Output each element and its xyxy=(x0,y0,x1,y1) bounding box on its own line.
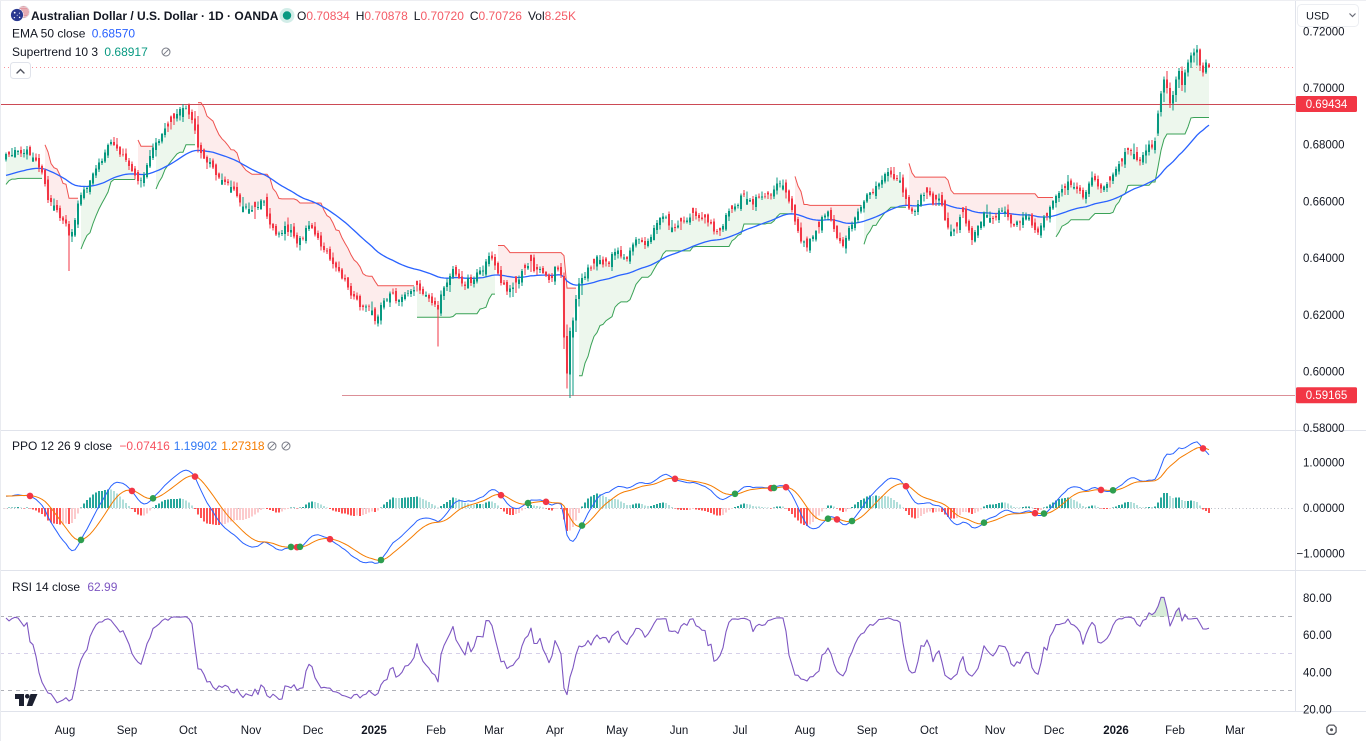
svg-text:1.00000: 1.00000 xyxy=(1303,458,1345,470)
svg-text:0.00000: 0.00000 xyxy=(1303,503,1345,515)
svg-text:EMA 50 close 0.68570: EMA 50 close 0.68570 xyxy=(12,27,135,41)
svg-text:Apr: Apr xyxy=(546,725,564,737)
svg-text:Australian Dollar / U.S. Dolla: Australian Dollar / U.S. Dollar · 1D · O… xyxy=(31,9,279,23)
svg-text:60.00: 60.00 xyxy=(1303,630,1332,642)
svg-text:20.00: 20.00 xyxy=(1303,705,1332,717)
svg-text:Aug: Aug xyxy=(795,725,815,737)
svg-text:Oct: Oct xyxy=(179,725,198,737)
svg-text:Feb: Feb xyxy=(426,725,446,737)
svg-text:Dec: Dec xyxy=(303,725,324,737)
svg-text:Supertrend 10 3 0.68917: Supertrend 10 3 0.68917 xyxy=(12,45,148,59)
svg-text:Feb: Feb xyxy=(1165,725,1185,737)
svg-text:−1.00000: −1.00000 xyxy=(1297,548,1345,560)
svg-text:May: May xyxy=(606,725,628,737)
svg-text:USD: USD xyxy=(1306,11,1329,23)
svg-text:0.62000: 0.62000 xyxy=(1303,310,1345,322)
svg-text:0.64000: 0.64000 xyxy=(1303,253,1345,265)
svg-text:0.69434: 0.69434 xyxy=(1306,99,1348,111)
svg-text:0.58000: 0.58000 xyxy=(1303,423,1345,435)
svg-text:2026: 2026 xyxy=(1103,725,1129,737)
svg-text:2025: 2025 xyxy=(361,725,387,737)
svg-text:Nov: Nov xyxy=(241,725,262,737)
svg-text:Oct: Oct xyxy=(920,725,939,737)
svg-text:Jun: Jun xyxy=(670,725,689,737)
svg-text:0.60000: 0.60000 xyxy=(1303,367,1345,379)
svg-text:Nov: Nov xyxy=(985,725,1006,737)
svg-text:RSI 14 close 62.99: RSI 14 close 62.99 xyxy=(12,580,118,594)
svg-text:0.68000: 0.68000 xyxy=(1303,140,1345,152)
svg-text:0.59165: 0.59165 xyxy=(1306,390,1348,402)
svg-text:Sep: Sep xyxy=(117,725,137,737)
svg-text:Aug: Aug xyxy=(55,725,75,737)
svg-text:40.00: 40.00 xyxy=(1303,667,1332,679)
svg-text:Jul: Jul xyxy=(733,725,748,737)
svg-text:Dec: Dec xyxy=(1044,725,1065,737)
svg-text:Sep: Sep xyxy=(857,725,877,737)
svg-text:Mar: Mar xyxy=(1225,725,1245,737)
svg-text:80.00: 80.00 xyxy=(1303,593,1332,605)
svg-text:0.66000: 0.66000 xyxy=(1303,196,1345,208)
svg-text:0.72000: 0.72000 xyxy=(1303,26,1345,38)
svg-text:0.70000: 0.70000 xyxy=(1303,83,1345,95)
svg-text:Mar: Mar xyxy=(484,725,504,737)
